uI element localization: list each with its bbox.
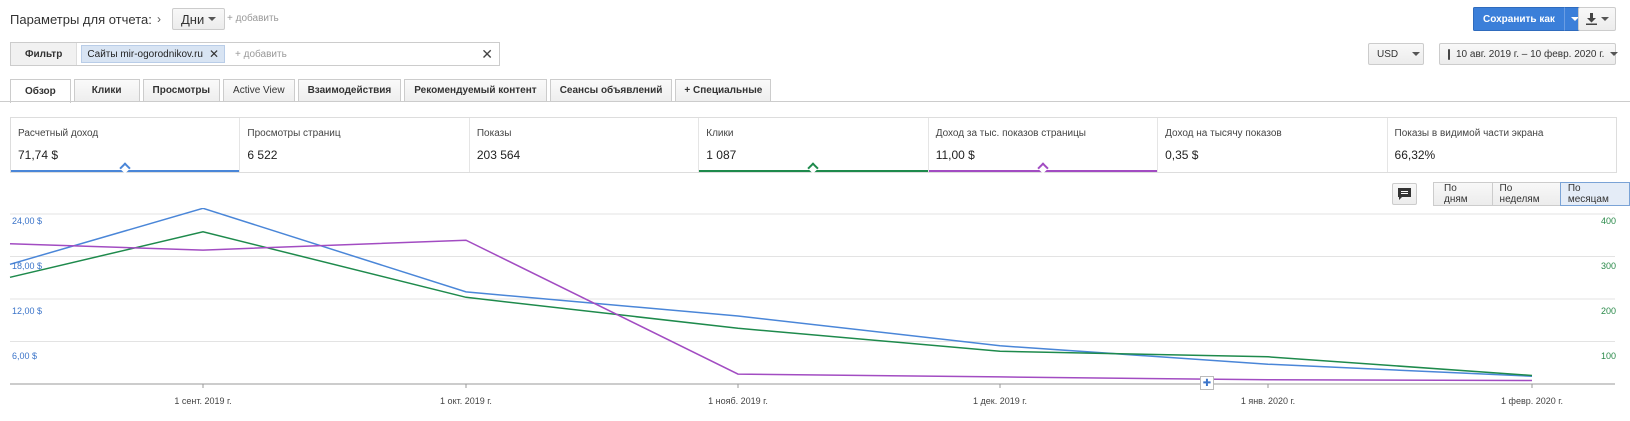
date-range-picker[interactable]: 10 авг. 2019 г. – 10 февр. 2020 г. [1439,43,1619,65]
date-range-value: 10 авг. 2019 г. – 10 февр. 2020 г. [1456,48,1605,60]
series-line-2 [9,239,1533,382]
calendar-icon [1448,48,1450,60]
metric-value: 1 087 [706,148,737,162]
y-axis-right-tick: 300 [1600,261,1616,271]
metric-value: 0,35 $ [1165,148,1199,162]
metric-estimated-revenue[interactable]: Расчетный доход 71,74 $ [11,118,241,174]
filter-chip[interactable]: Сайты mir-ogorodnikov.ru ✕ [81,45,226,63]
x-axis-tick: 1 нояб. 2019 г. [708,396,768,406]
tab-recommended-content[interactable]: Рекомендуемый контент [404,79,547,101]
download-button[interactable] [1578,7,1616,31]
metric-selected-bar [699,162,928,174]
series-line-1 [9,231,1533,377]
period-months-button[interactable]: По месяцам [1559,182,1630,206]
chevron-down-icon [208,17,217,21]
metric-impressions[interactable]: Показы 203 564 [470,118,700,172]
metric-page-views[interactable]: Просмотры страниц 6 522 [240,118,470,172]
filter-label[interactable]: Фильтр [11,43,78,65]
y-axis-right-tick: 100 [1600,351,1616,361]
tab-ad-sessions[interactable]: Сеансы объявлений [549,79,673,101]
tab-custom[interactable]: + Специальные [675,79,772,101]
dimension-value: Дни [181,11,205,27]
metrics-scorecard: Расчетный доход 71,74 $ Просмотры страни… [10,117,1617,174]
y-axis-right-tick: 200 [1600,306,1616,316]
tab-views[interactable]: Просмотры [142,79,221,101]
filter-chip-label: Сайты mir-ogorodnikov.ru [87,48,203,60]
period-toggle: По дням По неделям По месяцам [1433,182,1630,206]
report-toolbar: Параметры для отчета: › Дни + добавить С… [0,0,1630,36]
chevron-down-icon [1600,17,1609,21]
metric-value: 71,74 $ [18,148,59,162]
annotation-marker-icon[interactable]: ✚ [1200,376,1214,390]
close-icon[interactable]: ✕ [208,47,220,61]
metric-page-rpm[interactable]: Доход за тыс. показов страницы 11,00 $ [928,118,1159,174]
y-axis-left-tick: 12,00 $ [12,306,43,316]
period-days-button[interactable]: По дням [1433,182,1493,206]
tabs-divider [0,101,1630,102]
x-axis-tick: 1 янв. 2020 г. [1240,396,1296,406]
x-axis-tick: 1 окт. 2019 г. [440,396,492,406]
y-axis-right-tick: 400 [1600,216,1616,226]
series-line-0 [9,208,1533,377]
currency-select[interactable]: USD [1368,43,1424,65]
y-axis-left-tick: 18,00 $ [12,261,43,271]
metric-value: 6 522 [247,148,278,162]
metric-value: 203 564 [476,148,521,162]
report-params-label: Параметры для отчета: [10,12,152,27]
chevron-down-icon [1610,52,1619,56]
add-dimension-link[interactable]: + добавить [227,13,279,24]
x-axis-tick: 1 февр. 2020 г. [1501,396,1563,406]
metric-impression-rpm[interactable]: Доход на тысячу показов 0,35 $ [1158,118,1388,172]
dimension-select[interactable]: Дни [172,8,226,30]
report-tabs: Обзор Клики Просмотры Active View Взаимо… [10,79,772,103]
metric-active-view-viewable[interactable]: Показы в видимой части экрана 66,32% [1388,118,1616,172]
y-axis-left-tick: 6,00 $ [12,351,38,361]
chart-svg [9,208,1615,388]
metric-label: Клики [706,128,734,139]
metric-selected-bar [928,162,1158,174]
tab-interactions[interactable]: Взаимодействия [297,79,402,101]
chevron-down-icon [1570,17,1579,21]
metric-label: Доход на тысячу показов [1165,128,1282,139]
filter-add-input[interactable]: + добавить [235,48,287,60]
clear-filters-icon[interactable]: ✕ [481,46,493,62]
metric-selected-bar [11,162,240,174]
metric-value: 66,32% [1394,148,1436,162]
x-axis-tick: 1 дек. 2019 г. [973,396,1027,406]
tab-overview[interactable]: Обзор [10,79,71,103]
tab-active-view[interactable]: Active View [223,79,295,101]
save-as-button[interactable]: Сохранить как [1473,7,1564,31]
chevron-right-icon: › [157,12,161,26]
annotations-button[interactable] [1392,183,1417,205]
metric-clicks[interactable]: Клики 1 087 [699,118,929,174]
x-axis-tick: 1 сент. 2019 г. [174,396,232,406]
download-icon [1585,13,1597,25]
metric-label: Показы в видимой части экрана [1394,128,1544,139]
y-axis-left-tick: 24,00 $ [12,216,43,226]
period-weeks-button[interactable]: По неделям [1491,182,1561,206]
currency-value: USD [1377,48,1399,60]
metric-label: Доход за тыс. показов страницы [935,128,1086,139]
metric-label: Показы [476,128,512,139]
filter-bar: Фильтр Сайты mir-ogorodnikov.ru ✕ + доба… [10,42,500,66]
metric-label: Расчетный доход [18,128,99,139]
comment-icon [1398,188,1411,200]
save-as-button-group: Сохранить как [1473,7,1586,31]
tab-clicks[interactable]: Клики [73,79,140,101]
chevron-down-icon [1412,52,1421,56]
metric-value: 11,00 $ [935,148,975,162]
metric-label: Просмотры страниц [247,128,341,139]
metrics-line-chart: 24,00 $ 18,00 $ 12,00 $ 6,00 $ 400 300 2… [0,208,1630,421]
